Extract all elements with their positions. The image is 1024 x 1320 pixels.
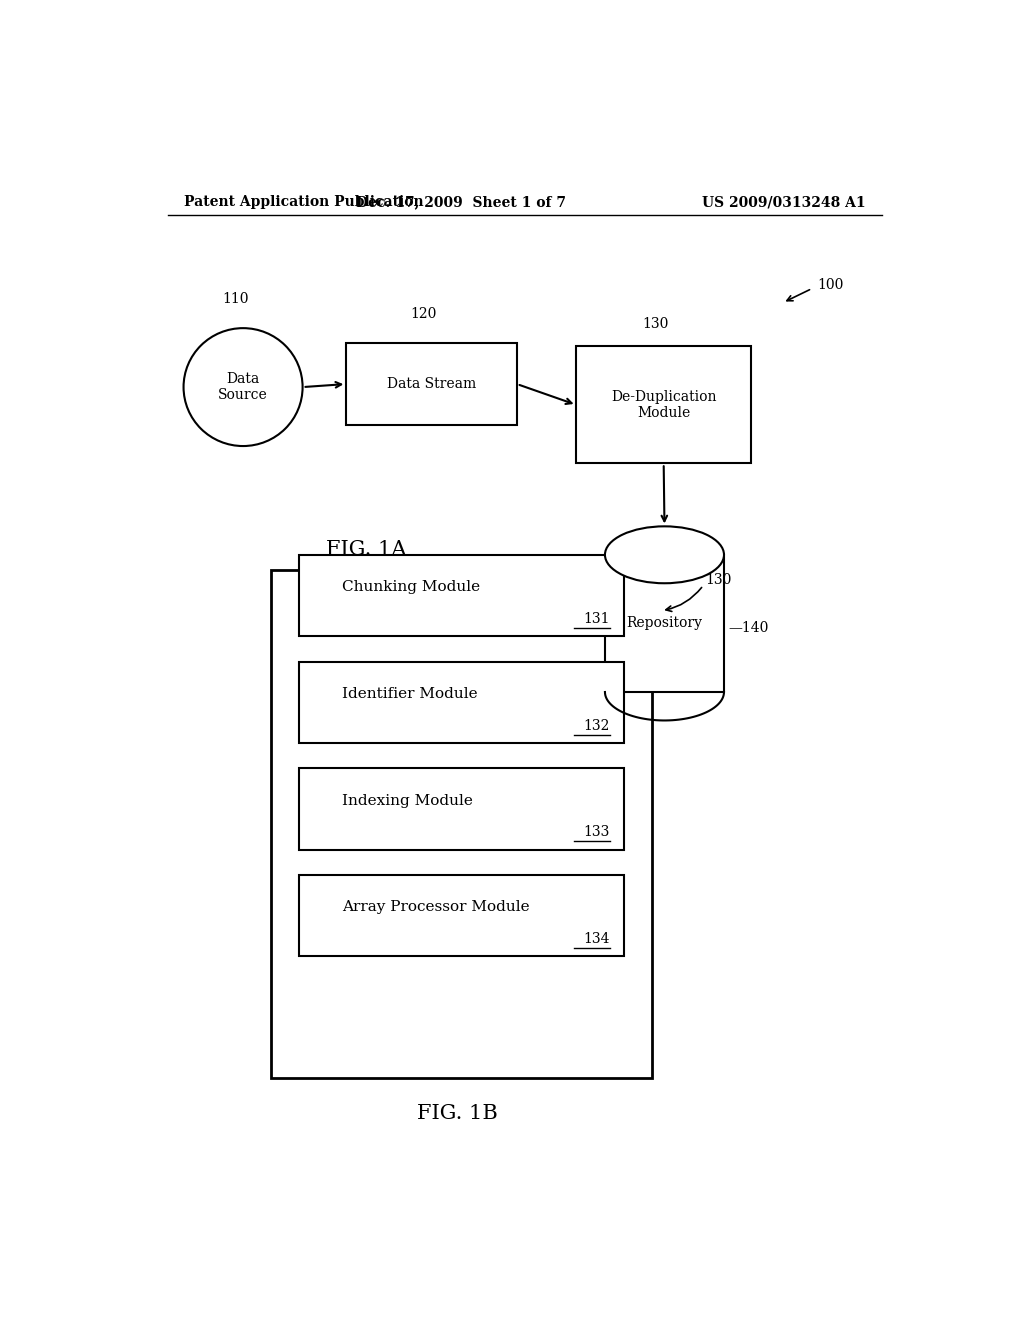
Text: 131: 131 [584, 612, 609, 626]
Text: 110: 110 [222, 292, 249, 306]
FancyBboxPatch shape [299, 875, 624, 956]
FancyBboxPatch shape [270, 570, 651, 1078]
Text: —140: —140 [728, 622, 768, 635]
Text: Patent Application Publication: Patent Application Publication [183, 195, 423, 209]
Text: Chunking Module: Chunking Module [342, 581, 480, 594]
Text: Identifier Module: Identifier Module [342, 686, 478, 701]
Ellipse shape [183, 329, 303, 446]
FancyBboxPatch shape [299, 554, 624, 636]
Text: FIG. 1B: FIG. 1B [417, 1105, 498, 1123]
Text: 130: 130 [706, 573, 732, 587]
Text: FIG. 1A: FIG. 1A [326, 540, 407, 560]
FancyBboxPatch shape [577, 346, 751, 463]
Text: US 2009/0313248 A1: US 2009/0313248 A1 [702, 195, 866, 209]
FancyBboxPatch shape [346, 343, 517, 425]
Text: 130: 130 [642, 317, 669, 331]
Text: 100: 100 [817, 279, 843, 293]
Text: 120: 120 [411, 308, 437, 321]
Text: 132: 132 [584, 718, 609, 733]
Text: Repository: Repository [627, 616, 702, 631]
FancyBboxPatch shape [299, 661, 624, 743]
FancyBboxPatch shape [299, 768, 624, 850]
Text: 134: 134 [584, 932, 609, 946]
Text: Array Processor Module: Array Processor Module [342, 900, 529, 915]
Text: 133: 133 [584, 825, 609, 840]
Text: Dec. 17, 2009  Sheet 1 of 7: Dec. 17, 2009 Sheet 1 of 7 [356, 195, 566, 209]
Text: Indexing Module: Indexing Module [342, 793, 473, 808]
Text: De-Duplication
Module: De-Duplication Module [611, 389, 717, 420]
FancyBboxPatch shape [605, 554, 724, 692]
Text: Data
Source: Data Source [218, 372, 268, 403]
Text: Data Stream: Data Stream [387, 378, 476, 391]
Ellipse shape [605, 527, 724, 583]
